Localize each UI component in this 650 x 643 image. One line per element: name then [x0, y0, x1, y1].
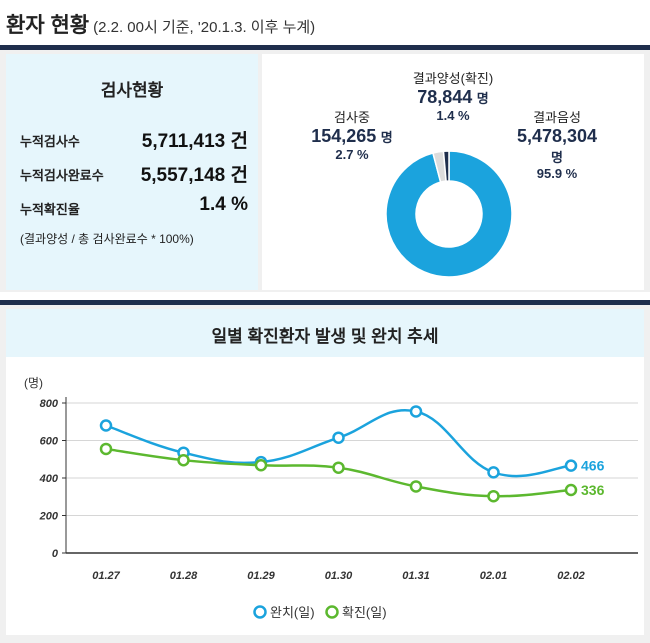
- data-point: [99, 442, 113, 456]
- series-end-label: 466: [581, 458, 605, 474]
- y-tick-label: 800: [40, 398, 59, 410]
- page-subtitle: (2.2. 00시 기준, '20.1.3. 이후 누계): [93, 19, 316, 36]
- trend-chart-box: 일별 확진환자 발생 및 완치 추세 (명) 0 200 400 600 800 01.27…: [6, 309, 644, 635]
- legend-marker: [325, 605, 339, 619]
- x-tick-label: 02.02: [557, 570, 585, 582]
- donut-slice: [442, 150, 450, 182]
- section-divider: [0, 300, 650, 305]
- stat-value: 5,557,148 건: [140, 165, 248, 186]
- data-point: [409, 405, 423, 418]
- y-tick-label: 200: [39, 511, 59, 523]
- trend-chart-title-bar: 일별 확진환자 발생 및 완치 추세: [6, 309, 644, 357]
- stat-value: 5,711,413 건: [141, 131, 248, 152]
- series-end-label: 336: [581, 482, 605, 498]
- page-title-text: 환자 현황: [6, 14, 90, 37]
- legend-label: 완치(일): [270, 605, 315, 620]
- stat-value: 1.4 %: [199, 194, 248, 215]
- donut-label-testing: 검사중 154,265 명 2.7 %: [302, 107, 402, 162]
- donut-label-name: 결과음성: [533, 110, 581, 125]
- line-chart: (명) 0 200 400 600 800 01.27 01.28 01.29 01.30 01.3…: [24, 376, 638, 620]
- donut-label-name: 검사중: [334, 110, 370, 125]
- stat-row-positive-rate: 누적확진율 1.4 %: [20, 194, 250, 220]
- data-point: [487, 466, 500, 479]
- stat-label: 누적확진율: [20, 202, 80, 217]
- donut-chart: [385, 150, 513, 278]
- data-point: [409, 480, 423, 493]
- legend-label: 확진(일): [342, 605, 387, 620]
- stat-label: 누적검사완료수: [20, 168, 104, 183]
- data-point: [177, 453, 190, 467]
- donut-label-percent: 2.7 %: [335, 147, 369, 162]
- x-tick-label: 02.01: [480, 570, 508, 582]
- legend-marker: [253, 605, 267, 619]
- donut-slice: [385, 150, 513, 278]
- y-tick-label: 600: [40, 436, 59, 448]
- trend-chart-title: 일별 확진환자 발생 및 완치 추세: [211, 327, 439, 346]
- stat-row-completed-tests: 누적검사완료수 5,557,148 건: [20, 160, 250, 186]
- x-tick-label: 01.28: [170, 570, 198, 582]
- donut-label-negative: 결과음성 5,478,304 명 95.9 %: [500, 107, 614, 181]
- donut-label-name: 결과양성(확진): [412, 71, 494, 86]
- page-title: 환자 현황 (2.2. 00시 기준, '20.1.3. 이후 누계): [6, 9, 315, 39]
- data-point: [99, 419, 113, 432]
- donut-label-value: 5,478,304: [516, 126, 598, 146]
- x-tick-label: 01.29: [247, 570, 275, 582]
- test-status-title: 검사현황: [100, 81, 164, 100]
- positive-rate-note: (결과양성 / 총 검사완료수 * 100%): [20, 232, 194, 246]
- donut-label-positive: 결과양성(확진) 78,844 명 1.4 %: [398, 68, 508, 123]
- donut-chart-area: 결과양성(확진) 78,844 명 1.4 % 검사중 154,265 명 2.…: [262, 54, 644, 290]
- donut-label-unit: 명: [476, 91, 489, 106]
- x-tick-label: 01.30: [325, 570, 353, 582]
- y-tick-label: 400: [39, 473, 59, 485]
- donut-label-percent: 95.9 %: [536, 166, 578, 181]
- donut-label-value: 154,265: [311, 126, 377, 146]
- x-tick-label: 01.27: [92, 570, 120, 582]
- stat-label: 누적검사수: [20, 134, 80, 149]
- page-header: 환자 현황 (2.2. 00시 기준, '20.1.3. 이후 누계): [0, 0, 650, 48]
- data-point: [332, 461, 345, 474]
- data-point: [254, 459, 268, 472]
- x-tick-label: 01.31: [402, 570, 430, 582]
- data-point: [564, 459, 578, 472]
- donut-label-percent: 1.4 %: [436, 108, 470, 123]
- data-point: [487, 489, 500, 503]
- header-divider: [0, 45, 650, 50]
- stat-row-total-tests: 누적검사수 5,711,413 건: [20, 126, 250, 152]
- donut-label-unit: 명: [380, 130, 393, 145]
- y-axis-unit-label: (명): [24, 376, 43, 390]
- donut-label-unit: 명: [551, 150, 563, 165]
- test-status-box: 검사현황 누적검사수 5,711,413 건 누적검사완료수 5,557,148…: [6, 54, 258, 290]
- donut-label-value: 78,844: [417, 87, 473, 107]
- data-point: [332, 431, 345, 444]
- data-point: [564, 483, 578, 497]
- y-tick-label: 0: [52, 548, 59, 560]
